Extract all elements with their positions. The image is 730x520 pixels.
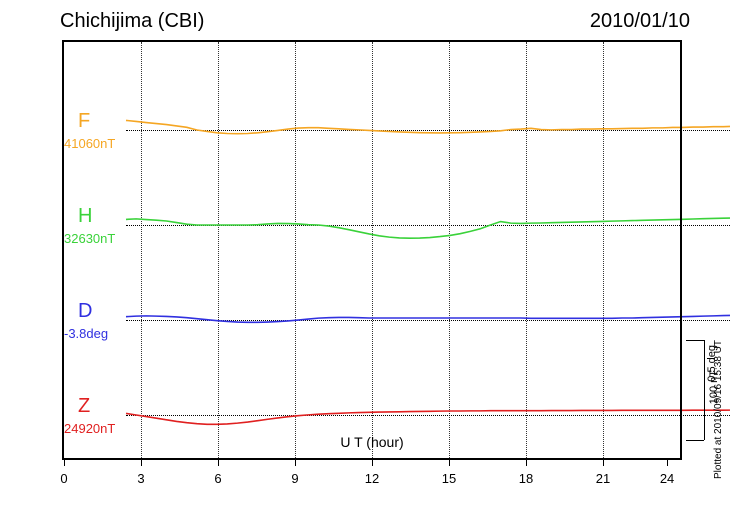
tick-x-0 — [64, 460, 65, 466]
series-d-trace — [126, 292, 730, 387]
chart-title: Chichijima (CBI) — [60, 10, 204, 33]
chart-date: 2010/01/10 — [590, 10, 690, 33]
series-f-value: 41060nT — [64, 136, 115, 151]
series-h-label: H — [78, 205, 92, 228]
series-h-block: H 32630nT — [126, 197, 730, 292]
series-h-value: 32630nT — [64, 231, 115, 246]
series-f-block: F 41060nT — [126, 102, 730, 197]
series-h-trace — [126, 197, 730, 292]
series-z-block: Z 24920nT — [126, 387, 730, 482]
series-z-value: 24920nT — [64, 421, 115, 436]
series-d-value: -3.8deg — [64, 326, 108, 341]
plot-area: 0 3 6 9 12 15 18 21 24 U T (hour) F 4106… — [62, 40, 680, 460]
tick-label-0: 0 — [60, 471, 67, 486]
plot-right-border — [680, 40, 682, 460]
series-z-trace — [126, 387, 730, 482]
scale-bar-vertical — [704, 340, 705, 440]
series-z-label: Z — [78, 395, 90, 418]
chart-root: Chichijima (CBI) 2010/01/10 0 3 6 9 12 1… — [0, 0, 730, 520]
series-f-trace — [126, 102, 730, 197]
series-d-block: D -3.8deg — [126, 292, 730, 387]
scale-bar-top-tick — [686, 340, 704, 341]
footer-timestamp: Plotted at 2010/09/16 15:38 UT — [713, 340, 724, 479]
scale-bar-bottom-tick — [686, 440, 704, 441]
series-f-label: F — [78, 110, 90, 133]
series-d-label: D — [78, 300, 92, 323]
